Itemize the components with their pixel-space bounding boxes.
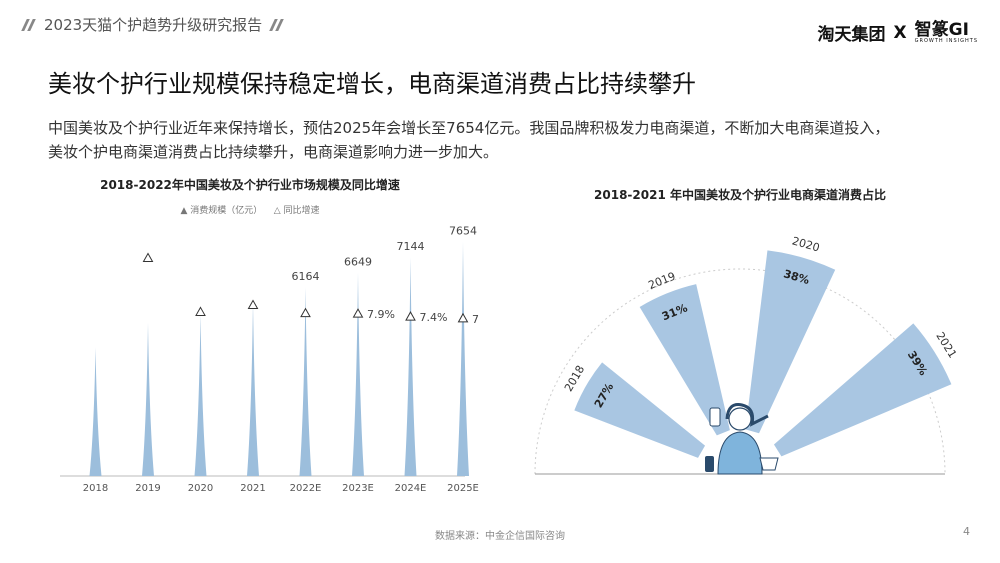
wedge-category-label: 2020 <box>791 234 821 254</box>
growth-value-label: 7.1% <box>472 313 480 326</box>
bar-value-label: 7654 <box>449 225 477 238</box>
bar-2024E <box>404 257 417 476</box>
x-tick-label: 2018 <box>83 483 108 494</box>
growth-marker-2025E <box>457 312 469 323</box>
market-size-chart: 2018 2019 2020 2021 2022E 6164 2023E 6649 7.9% 20… <box>60 225 480 494</box>
desc-line-1: 中国美妆及个护行业近年来保持增长，预估2025年会增长至7654亿元。我国品牌积… <box>48 119 890 137</box>
page-description: 中国美妆及个护行业近年来保持增长，预估2025年会增长至7654亿元。我国品牌积… <box>48 116 968 164</box>
growth-marker-2019 <box>142 252 154 262</box>
bar-2019 <box>142 322 154 476</box>
logo-right: 智篆GI GROWTH INSIGHTS <box>914 19 978 44</box>
wedge-2021 <box>773 323 952 457</box>
slash-decoration-icon <box>270 19 284 31</box>
logo-x-text: X <box>893 22 907 43</box>
bar-value-label: 6649 <box>344 255 372 268</box>
figure-head <box>728 407 752 431</box>
growth-marker-2024E <box>405 311 416 321</box>
report-tag: 2023天猫个护趋势升级研究报告 <box>22 14 284 35</box>
slash-decoration-icon <box>22 19 36 31</box>
desc-line-2: 美妆个护电商渠道消费占比持续攀升，电商渠道影响力进一步加大。 <box>48 143 499 161</box>
page-number: 4 <box>963 525 970 538</box>
wedge-category-label: 2018 <box>562 363 587 394</box>
x-tick-label: 2021 <box>240 483 265 494</box>
outer-arc <box>534 268 946 475</box>
x-tick-label: 2020 <box>188 483 213 494</box>
growth-marker-2021 <box>247 299 259 309</box>
cream-tube-icon <box>709 407 721 427</box>
x-tick-label: 2024E <box>395 483 427 494</box>
data-source: 数据来源：中金企信国际咨询 <box>435 531 565 542</box>
bottle-icon <box>705 456 714 472</box>
figure-hair <box>725 403 769 427</box>
bar-2022E <box>299 287 312 476</box>
growth-value-label: 7.4% <box>420 311 448 324</box>
page-title: 美妆个护行业规模保持稳定增长，电商渠道消费占比持续攀升 <box>48 70 696 98</box>
x-tick-label: 2019 <box>135 483 160 494</box>
center-figure-icon <box>705 403 779 475</box>
bar-2020 <box>194 313 207 476</box>
brand-logo: 淘天集团 X 智篆GI GROWTH INSIGHTS <box>818 20 978 45</box>
figure-body <box>717 431 763 475</box>
wedge-2019 <box>639 284 730 436</box>
x-tick-label: 2022E <box>290 483 322 494</box>
legend-marker-label: 同比增速 <box>283 206 320 216</box>
growth-value-label: 7.9% <box>367 308 395 321</box>
x-tick-label: 2023E <box>342 483 374 494</box>
bar-value-label: 6164 <box>292 270 320 283</box>
wedge-2020 <box>745 250 836 434</box>
wedge-2018 <box>574 362 706 458</box>
bar-2018 <box>89 347 102 476</box>
logo-right-text: 智篆GI <box>914 19 969 40</box>
bar-2023E <box>352 272 364 476</box>
chart1-legend: ▲ 消费规模（亿元） △ 同比增速 <box>0 203 500 216</box>
bar-2021 <box>247 301 259 476</box>
wedge-category-label: 2021 <box>933 330 959 361</box>
bar-2025E <box>457 241 469 476</box>
growth-marker-2022E <box>300 307 311 318</box>
logo-right-sub: GROWTH INSIGHTS <box>914 37 978 44</box>
chart1-title: 2018-2022年中国美妆及个护行业市场规模及同比增速 <box>100 178 400 192</box>
bar-value-label: 7144 <box>397 240 425 253</box>
report-tag-text: 2023天猫个护趋势升级研究报告 <box>44 16 263 34</box>
logo-left-text: 淘天集团 <box>817 25 886 45</box>
growth-marker-2023E <box>352 308 364 318</box>
x-tick-label: 2025E <box>447 483 479 494</box>
bowl-icon <box>759 457 779 471</box>
chart2-title: 2018-2021 年中国美妆及个护行业电商渠道消费占比 <box>594 188 886 202</box>
legend-bar-label: 消费规模（亿元） <box>190 206 263 216</box>
growth-marker-2020 <box>195 306 206 316</box>
wedge-category-label: 2019 <box>647 270 678 293</box>
legend-bar-icon: ▲ <box>180 206 188 216</box>
legend-marker-icon: △ <box>273 206 281 216</box>
